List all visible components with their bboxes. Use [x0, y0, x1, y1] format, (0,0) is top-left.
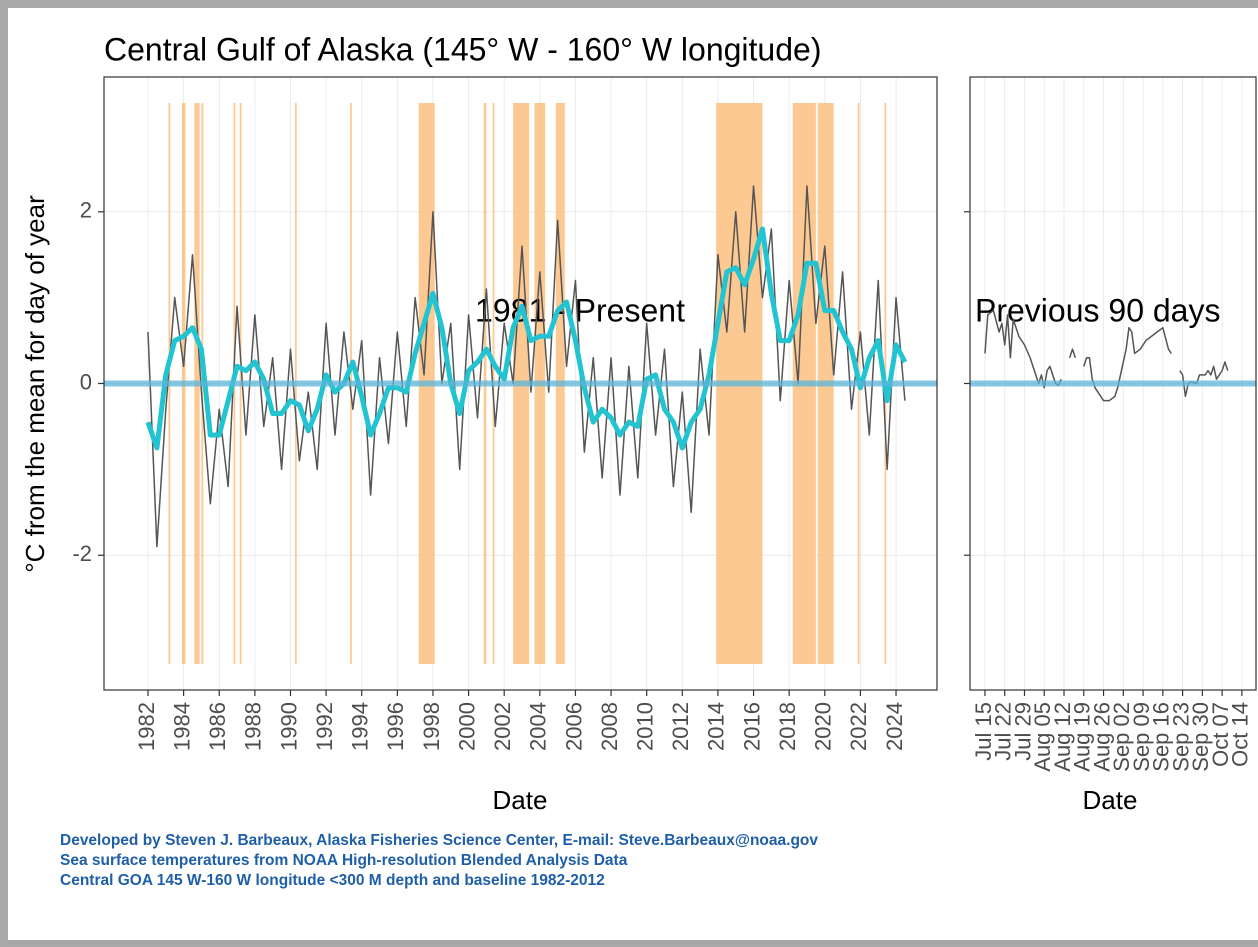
canvas [8, 8, 1258, 940]
x-tick-label: 1996 [383, 702, 408, 751]
x-tick-label: 2002 [490, 702, 515, 751]
x-tick-label: 2016 [739, 702, 764, 751]
y-tick-label: -2 [72, 541, 92, 566]
x-tick-label: 1990 [276, 702, 301, 751]
x-axis-label: Date [1083, 785, 1138, 815]
x-tick-label: 1998 [419, 702, 444, 751]
y-axis-label: °C from the mean for day of year [20, 195, 50, 573]
x-tick-label: 2018 [775, 702, 800, 751]
x-tick-label: Jul 29 [1010, 702, 1035, 761]
x-tick-label: Sep 30 [1188, 702, 1213, 772]
panel-border [103, 76, 938, 691]
x-tick-label: Aug 05 [1030, 702, 1055, 772]
x-tick-label: Sep 02 [1109, 702, 1134, 772]
x-tick-label: Jul 22 [991, 702, 1016, 761]
x-tick-label: 2020 [811, 702, 836, 751]
x-tick-label: Sep 09 [1129, 702, 1154, 772]
x-tick-label: 1984 [169, 702, 194, 751]
x-tick-label: 1982 [134, 702, 159, 751]
x-tick-label: Sep 16 [1149, 702, 1174, 772]
x-tick-label: 2014 [704, 702, 729, 751]
x-tick-label: 2010 [633, 702, 658, 751]
x-tick-label: Sep 23 [1168, 702, 1193, 772]
x-tick-label: 2004 [526, 702, 551, 751]
x-tick-label: 2022 [846, 702, 871, 751]
x-tick-label: Oct 14 [1228, 702, 1253, 767]
footer-line: Developed by Steven J. Barbeaux, Alaska … [60, 832, 818, 849]
footer-line: Sea surface temperatures from NOAA High-… [60, 852, 628, 869]
x-axis-label: Date [493, 785, 548, 815]
chart-title: Central Gulf of Alaska (145° W - 160° W … [104, 31, 821, 67]
annotation: 1981 - Present [475, 292, 685, 328]
x-tick-label: Aug 19 [1070, 702, 1095, 772]
x-tick-label: 2000 [454, 702, 479, 751]
x-tick-label: 2024 [882, 702, 907, 751]
smoothed-line [145, 226, 908, 451]
x-tick-label: Jul 15 [971, 702, 996, 761]
panel-border [969, 76, 1257, 691]
x-tick-label: 1988 [241, 702, 266, 751]
x-tick-label: 1986 [205, 702, 230, 751]
x-tick-label: Aug 12 [1050, 702, 1075, 772]
daily-line [984, 309, 1229, 402]
y-tick-label: 0 [80, 369, 92, 394]
annotation: Previous 90 days [975, 292, 1220, 328]
x-tick-label: 1994 [348, 702, 373, 751]
x-tick-label: 2006 [561, 702, 586, 751]
x-tick-label: 1992 [312, 702, 337, 751]
x-tick-label: Aug 26 [1089, 702, 1114, 772]
x-tick-label: 2008 [597, 702, 622, 751]
x-tick-label: 2012 [668, 702, 693, 751]
footer-line: Central GOA 145 W-160 W longitude <300 M… [60, 872, 605, 889]
y-tick-label: 2 [80, 198, 92, 223]
x-tick-label: Oct 07 [1208, 702, 1233, 767]
